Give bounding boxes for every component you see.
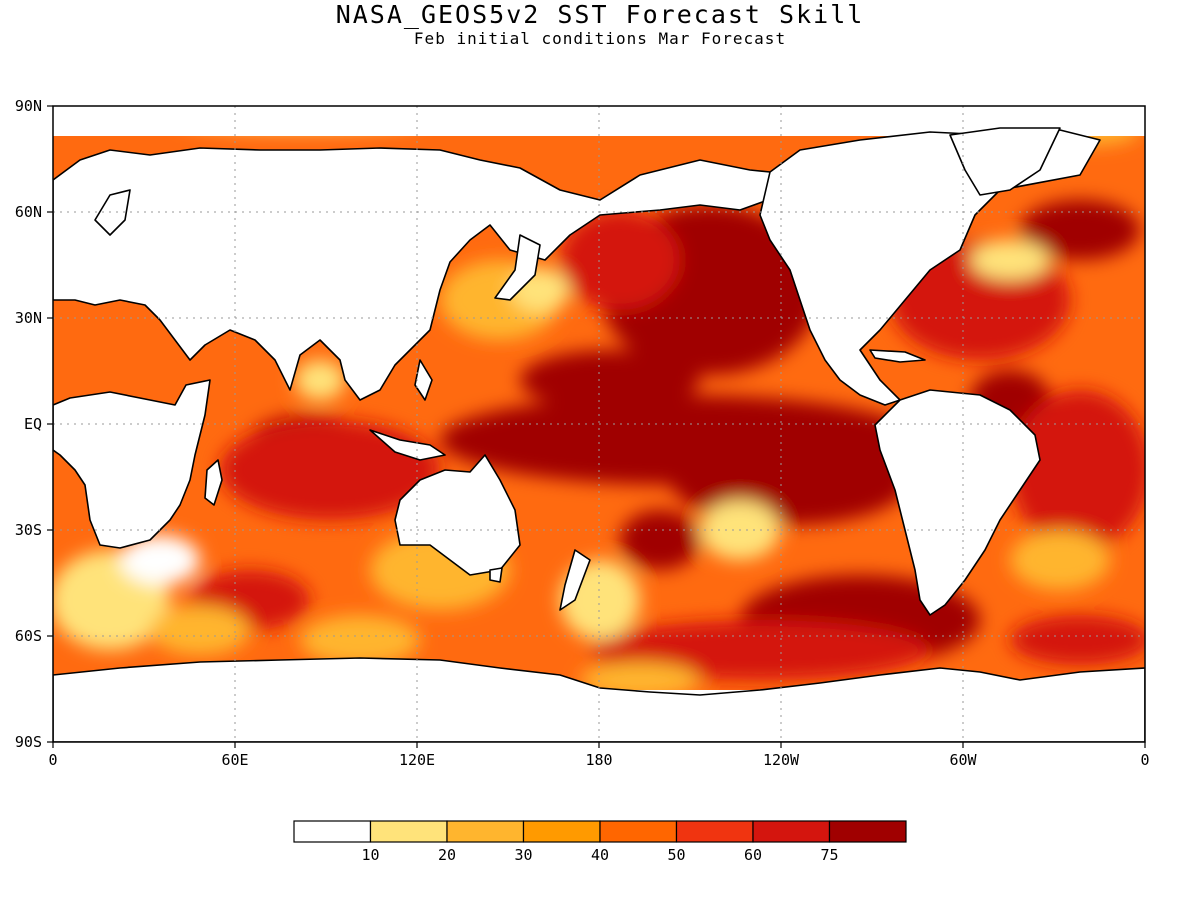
axis-ticks	[47, 105, 1146, 748]
lat-tick-label: 60S	[15, 627, 42, 645]
colorbar-label: 50	[667, 846, 685, 864]
caribbean-islands	[869, 349, 926, 363]
colorbar-swatch	[446, 820, 525, 843]
madagascar	[204, 459, 223, 506]
colorbar-label: 60	[744, 846, 762, 864]
indonesia	[369, 429, 446, 461]
colorbar-swatch	[675, 820, 754, 843]
colorbar-swatch	[752, 820, 831, 843]
lat-axis: 90N 60N 30N EQ 30S 60S 90S	[15, 97, 42, 751]
colorbar-label: 40	[591, 846, 609, 864]
japan	[494, 234, 541, 301]
lat-tick-label: 30S	[15, 521, 42, 539]
colorbar-swatch	[828, 820, 907, 843]
colorbar-swatch	[369, 820, 448, 843]
lon-tick-label: 0	[1140, 751, 1149, 769]
new-zealand	[559, 549, 591, 611]
lon-tick-label: 60W	[949, 751, 977, 769]
sst-skill-field	[53, 106, 1145, 742]
colorbar-swatch	[599, 820, 678, 843]
south-america-landmass	[874, 389, 1041, 616]
lon-axis: 0 60E 120E 180 120W 60W 0	[48, 751, 1149, 769]
continents	[53, 127, 1145, 742]
colorbar: 10 20 30 40 50 60 75	[293, 820, 907, 864]
lon-tick-label: 120W	[763, 751, 800, 769]
map-subtitle: Feb initial conditions Mar Forecast	[413, 29, 787, 48]
colorbar-label: 75	[820, 846, 838, 864]
antarctica-landmass	[53, 657, 1145, 742]
colorbar-label: 20	[438, 846, 456, 864]
tasmania	[489, 567, 503, 583]
greenland	[949, 127, 1061, 196]
lon-tick-label: 0	[48, 751, 57, 769]
philippines	[414, 359, 433, 401]
colorbar-swatch	[522, 820, 601, 843]
scandinavia	[94, 189, 131, 236]
lat-tick-label: 30N	[15, 309, 42, 327]
africa-landmass	[53, 379, 211, 549]
lon-tick-label: 120E	[399, 751, 435, 769]
australia-landmass	[394, 454, 521, 576]
lon-tick-label: 180	[585, 751, 612, 769]
eurasia-landmass	[53, 147, 771, 401]
lat-tick-label: 90S	[15, 733, 42, 751]
graticule	[53, 106, 1145, 742]
lat-tick-label: 60N	[15, 203, 42, 221]
lat-tick-label: EQ	[24, 415, 42, 433]
map-title: NASA_GEOS5v2 SST Forecast Skill	[335, 0, 865, 29]
lat-tick-label: 90N	[15, 97, 42, 115]
colorbar-label: 10	[361, 846, 379, 864]
colorbar-label: 30	[514, 846, 532, 864]
colorbar-swatch	[293, 820, 372, 843]
lon-tick-label: 60E	[221, 751, 248, 769]
